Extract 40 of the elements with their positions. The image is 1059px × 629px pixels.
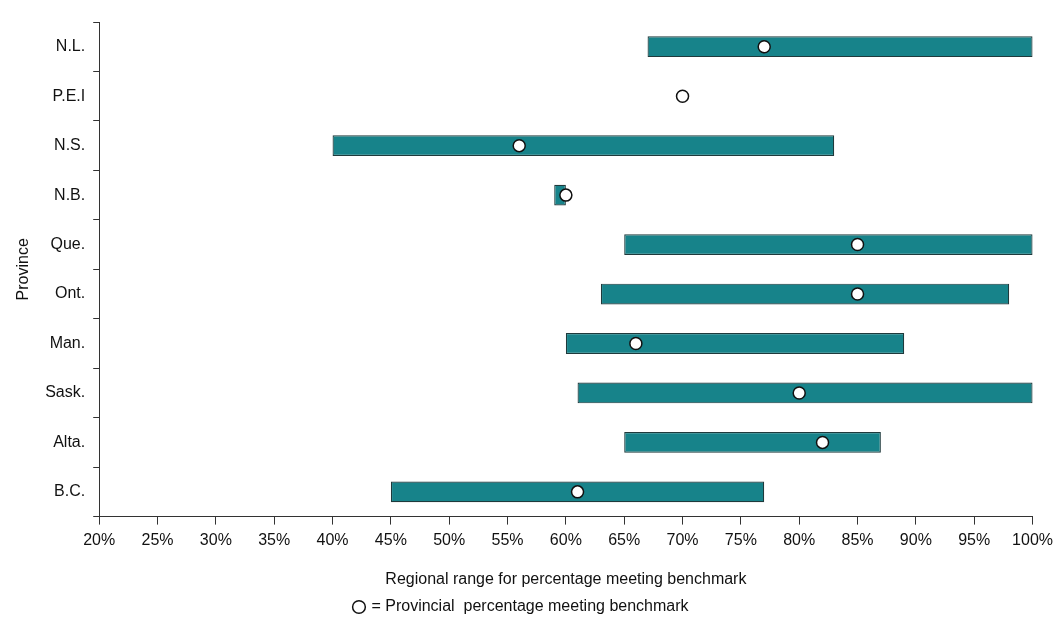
y-tick-label: N.S. (54, 136, 86, 154)
x-axis-title: Regional range for percentage meeting benchmark (385, 569, 748, 587)
x-tick-label: 85% (841, 530, 874, 548)
point (675, 89, 690, 103)
point (559, 188, 573, 202)
y-tick-label: Sask. (45, 383, 86, 401)
x-tick-label: 50% (433, 530, 466, 548)
x-tick-label: 70% (666, 530, 699, 548)
point (629, 336, 643, 351)
y-tick-label: Que. (50, 234, 86, 252)
legend-label: = Provincial percentage meeting benchmark (371, 597, 690, 615)
point (850, 237, 865, 252)
x-tick-label: 40% (316, 530, 349, 548)
point (792, 386, 806, 400)
point (512, 138, 526, 153)
x-tick-label: 45% (374, 530, 407, 548)
y-tick-label: N.L. (55, 37, 86, 55)
x-tick-label: 100% (1012, 530, 1053, 548)
x-tick-label: 90% (899, 530, 932, 548)
y-tick-label: N.B. (54, 185, 86, 203)
x-tick-label: 80% (783, 530, 816, 548)
x-tick-label: 20% (83, 530, 116, 548)
x-tick-label: 55% (491, 530, 524, 548)
x-tick-label: 35% (258, 530, 291, 548)
y-tick-label: P.E.I (52, 86, 86, 104)
x-tick-label: 95% (958, 530, 991, 548)
x-tick-label: 65% (608, 530, 641, 548)
x-tick-label: 75% (724, 530, 757, 548)
point (757, 39, 771, 54)
y-tick-label: Ont. (54, 284, 86, 302)
y-tick-label: Man. (49, 333, 86, 351)
x-tick-label: 60% (549, 530, 582, 548)
y-tick-label: B.C. (54, 482, 86, 500)
point (815, 435, 830, 450)
y-axis-title: Province (14, 238, 32, 301)
x-tick-label: 25% (141, 530, 174, 548)
point (570, 485, 585, 499)
y-tick-label: Alta. (53, 432, 86, 450)
point (850, 287, 865, 301)
x-tick-label: 30% (199, 530, 232, 548)
